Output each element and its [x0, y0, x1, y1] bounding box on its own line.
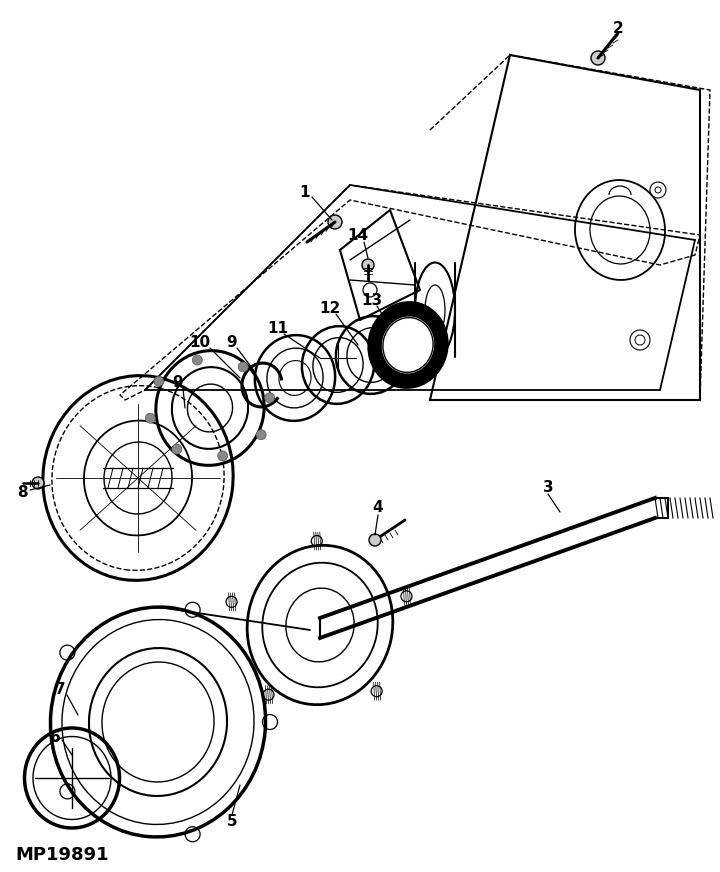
Circle shape	[256, 430, 266, 439]
Circle shape	[362, 259, 374, 271]
Circle shape	[591, 51, 605, 65]
Text: 2: 2	[613, 21, 624, 36]
Text: 4: 4	[373, 501, 383, 515]
Circle shape	[154, 377, 164, 386]
Text: 12: 12	[320, 301, 341, 316]
Circle shape	[217, 451, 228, 461]
Circle shape	[328, 215, 342, 229]
Circle shape	[145, 413, 156, 423]
Circle shape	[369, 534, 381, 546]
Circle shape	[172, 444, 181, 454]
Text: 13: 13	[361, 292, 382, 308]
Ellipse shape	[369, 303, 447, 387]
Circle shape	[32, 477, 44, 489]
Text: 7: 7	[55, 683, 66, 698]
Circle shape	[265, 392, 274, 403]
Text: 9: 9	[173, 374, 184, 390]
Text: 1: 1	[300, 185, 310, 200]
Text: 11: 11	[268, 321, 289, 336]
Ellipse shape	[380, 315, 436, 375]
Text: MP19891: MP19891	[15, 846, 109, 864]
Circle shape	[192, 355, 202, 365]
Text: 10: 10	[189, 335, 210, 350]
Text: 14: 14	[348, 228, 369, 242]
Text: 8: 8	[17, 485, 27, 500]
Text: 5: 5	[227, 814, 238, 829]
Circle shape	[238, 362, 248, 371]
Text: 3: 3	[543, 480, 553, 494]
Text: 6: 6	[50, 731, 60, 746]
Text: 9: 9	[227, 335, 238, 350]
